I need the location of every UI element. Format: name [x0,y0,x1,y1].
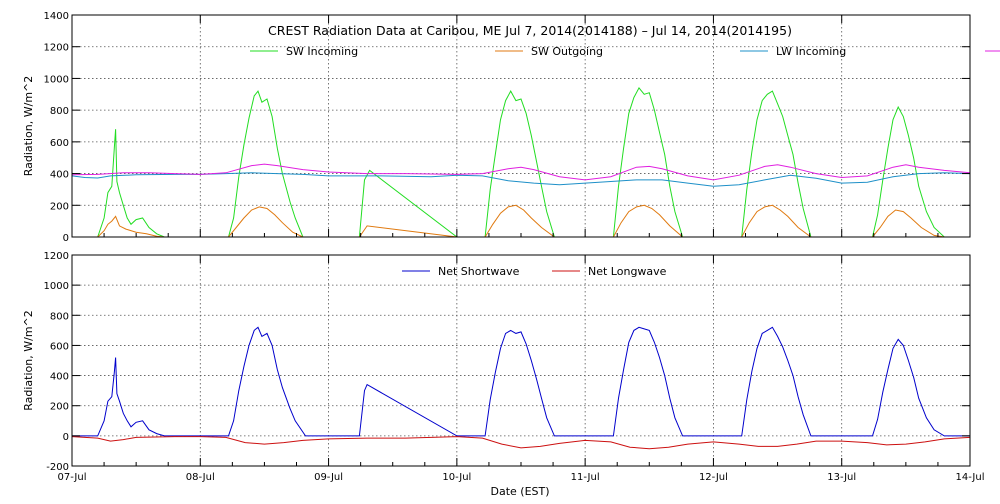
x-tick-label: 11-Jul [571,472,600,483]
series-line-sw-outgoing [72,204,970,238]
y-tick-label: 400 [50,372,69,383]
y-tick-label: 200 [50,402,69,413]
y-tick-label: 400 [50,170,69,181]
x-tick-label: 08-Jul [186,472,215,483]
y-tick-label: 1200 [44,43,69,54]
y-tick-label: 800 [50,311,69,322]
series-line-lw-outgoing [71,163,971,181]
x-tick-label: 13-Jul [827,472,856,483]
x-tick-label: 12-Jul [699,472,728,483]
plot-frame [71,254,971,467]
series-line-lw-incoming [71,172,971,187]
chart-title: CREST Radiation Data at Caribou, ME Jul … [268,23,792,38]
x-tick-label: 09-Jul [314,472,343,483]
x-tick-label: 14-Jul [956,472,985,483]
legend-label: Net Longwave [588,265,667,278]
top-panel: 0 200 400 600 800 1000 1200 1400 Radiation, W/m^… [22,11,1000,244]
y-tick-label: 600 [50,341,69,352]
legend-label: SW Outgoing [531,45,603,58]
y-axis-title: Radiation, W/m^2 [22,76,35,177]
legend-label: SW Incoming [286,45,358,58]
x-tick-label: 07-Jul [58,472,87,483]
x-tick-label: 10-Jul [442,472,471,483]
series-line-net-shortwave [72,326,970,437]
bottom-panel: -200 0 200 400 600 800 1000 1200 07-Jul 08-Jul 09-… [22,251,984,483]
series-line-sw-incoming [72,86,970,238]
y-tick-label: 800 [50,106,69,117]
series-line-net-longwave [71,436,971,450]
legend-label: Net Shortwave [438,265,520,278]
y-tick-label: 600 [50,138,69,149]
y-tick-label: 1400 [44,11,69,22]
y-tick-label: 0 [63,233,69,244]
y-tick-label: 200 [50,201,69,212]
legend-label: LW Incoming [776,45,846,58]
y-tick-label: 0 [63,432,69,443]
y-tick-label: 1000 [44,281,69,292]
y-tick-label: 1200 [44,251,69,262]
y-axis-title: Radiation, W/m^2 [22,310,35,411]
x-axis-title: Date (EST) [490,485,549,498]
y-tick-label: -200 [46,462,69,473]
y-tick-label: 1000 [44,74,69,85]
